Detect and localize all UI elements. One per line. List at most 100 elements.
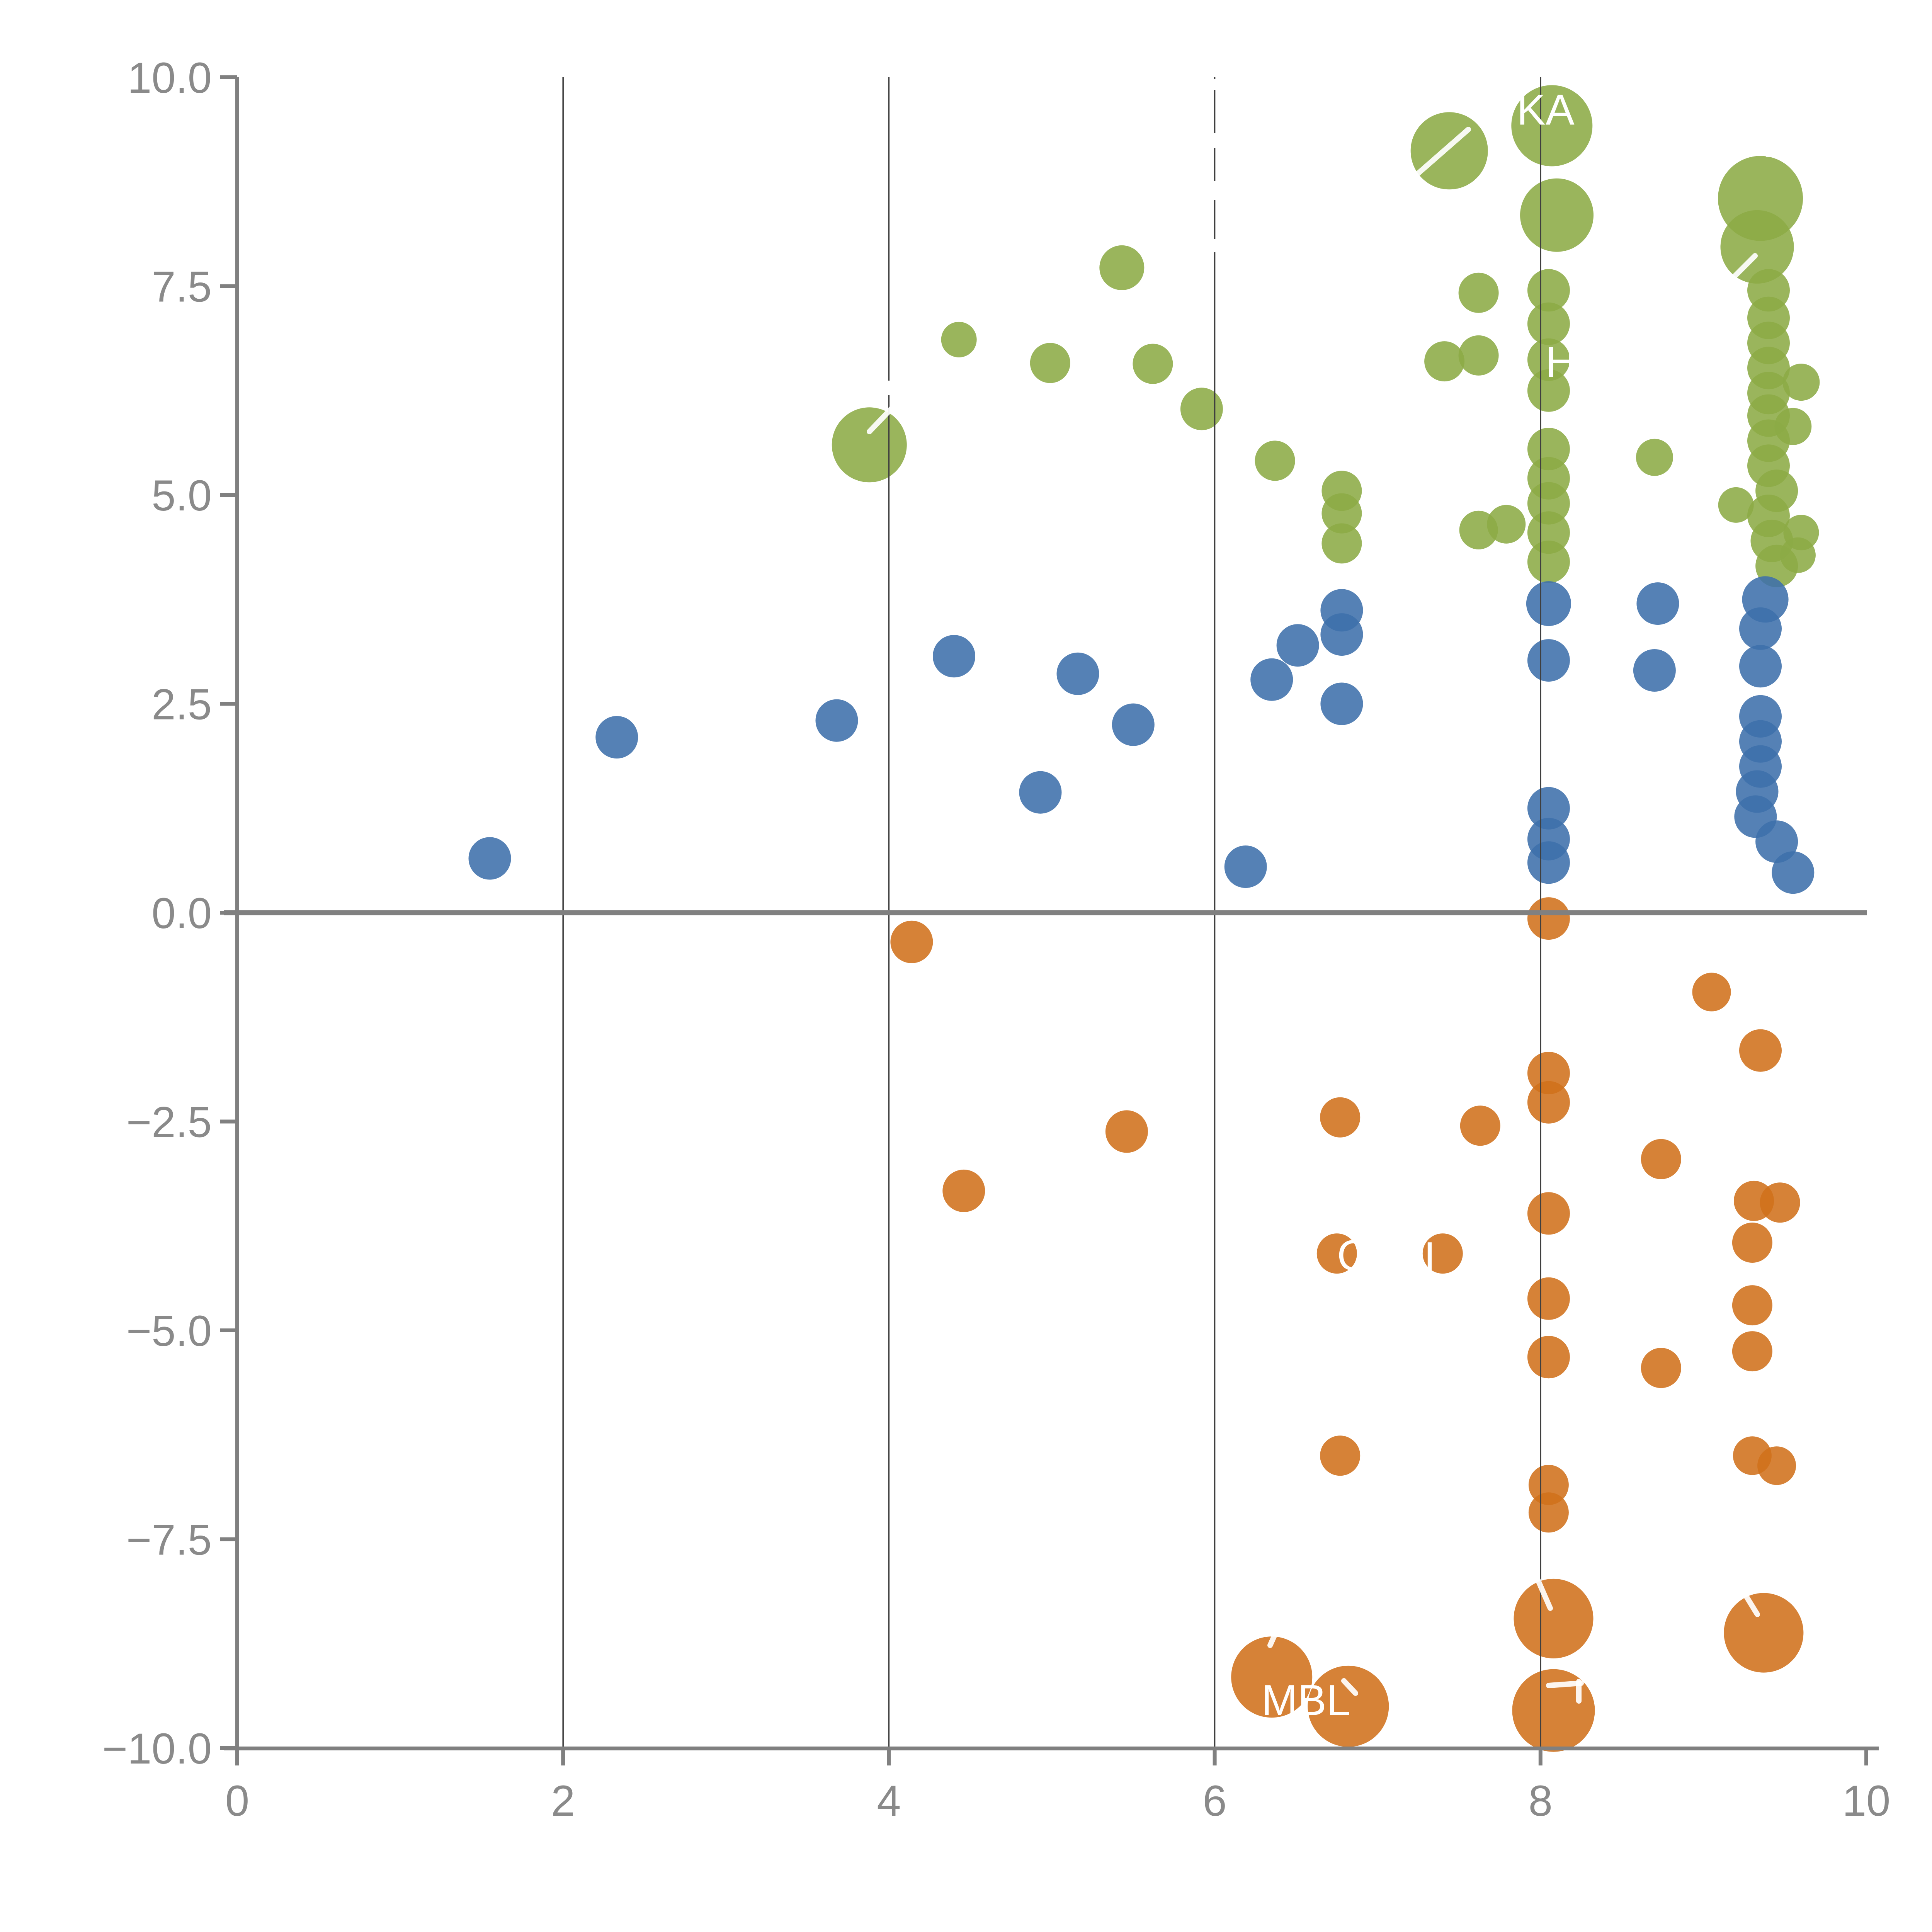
x-tick-label: 2 xyxy=(551,1777,575,1825)
scatter-point-orange xyxy=(1422,1233,1463,1274)
y-tick-label: 5.0 xyxy=(151,471,212,520)
scatter-point-blue xyxy=(1320,682,1363,725)
scatter-point-orange xyxy=(1692,973,1731,1012)
bubble-label-mbl: MBL xyxy=(1262,1676,1350,1724)
scatter-point-orange xyxy=(1316,1233,1357,1274)
scatter-point-orange xyxy=(1732,1331,1772,1372)
scatter-point-green xyxy=(1527,338,1570,381)
scatter-point-blue xyxy=(1739,645,1782,688)
label-leader-line xyxy=(1734,1578,1760,1617)
label-leader-line xyxy=(1267,1612,1286,1648)
y-tick-label: −10.0 xyxy=(102,1725,212,1773)
scatter-point-blue xyxy=(1276,624,1319,667)
scatter-point-orange xyxy=(1527,1081,1570,1124)
scatter-point-orange xyxy=(1512,1669,1595,1752)
label-leader-line xyxy=(1404,127,1471,186)
scatter-point-green xyxy=(1321,523,1362,564)
scatter-point-orange xyxy=(890,920,933,963)
bubble-layer xyxy=(468,85,1820,1752)
scatter-point-green xyxy=(1511,85,1593,167)
scatter-point-green xyxy=(1180,388,1223,430)
x-tick-label: 4 xyxy=(877,1777,901,1825)
scatter-point-orange xyxy=(1308,1665,1389,1747)
bubble-label-i: I xyxy=(1423,1233,1435,1281)
label-leader-line xyxy=(867,403,897,434)
scatter-point-orange xyxy=(1760,1182,1800,1223)
label-leader-line xyxy=(1721,253,1758,289)
scatter-point-orange xyxy=(1724,1593,1804,1673)
label-leader-line xyxy=(1524,1553,1553,1611)
scatter-point-blue xyxy=(595,716,638,759)
scatter-point-green xyxy=(1636,439,1673,476)
scatter-point-orange xyxy=(1460,1105,1500,1146)
scatter-point-green xyxy=(1410,112,1488,190)
scatter-point-green xyxy=(1321,493,1362,534)
scatter-point-green xyxy=(1520,178,1594,252)
scatter-point-green xyxy=(1458,272,1499,313)
bubble-label-h: H xyxy=(1546,338,1577,386)
label-leader-line xyxy=(1341,1678,1358,1696)
y-tick-label: −5.0 xyxy=(126,1307,212,1355)
tick-layer: 0 2 4 6 8 10 10.0 7.5 5.0 2.5 0.0 −2.5 −5.0 −7.5 −10.0 xyxy=(102,54,1891,1825)
bubble-label-o: O xyxy=(1337,1231,1371,1279)
scatter-point-green xyxy=(1527,302,1570,345)
scatter-point-blue xyxy=(933,635,975,678)
y-tick-label: 0.0 xyxy=(151,889,212,937)
scatter-point-green xyxy=(1527,269,1570,312)
scatter-point-blue xyxy=(1526,581,1571,626)
y-tick-label: 2.5 xyxy=(151,680,212,729)
label-leader-line xyxy=(1765,112,1787,157)
scatter-point-orange xyxy=(1527,897,1570,940)
bubble-label-ka: KA xyxy=(1517,85,1575,134)
scatter-point-blue xyxy=(1250,658,1293,701)
scatter-point-blue xyxy=(1320,613,1363,656)
scatter-point-orange xyxy=(1528,1465,1569,1505)
y-tick-label: −7.5 xyxy=(126,1516,212,1564)
scatter-point-green xyxy=(1133,344,1173,384)
scatter-point-blue xyxy=(1772,851,1815,894)
scatter-point-orange xyxy=(1641,1139,1681,1179)
scatter-point-green xyxy=(1458,335,1499,376)
scatter-point-orange xyxy=(1320,1435,1361,1476)
gridline-gap xyxy=(1209,133,1220,148)
scatter-point-green xyxy=(1527,482,1570,525)
scatter-point-orange xyxy=(1732,1285,1772,1326)
scatter-point-orange xyxy=(1527,1277,1570,1320)
x-tick-label: 10 xyxy=(1842,1777,1891,1825)
scatter-point-blue xyxy=(468,837,511,880)
scatter-point-green xyxy=(1527,541,1570,583)
scatter-point-orange xyxy=(1105,1110,1148,1153)
scatter-point-green xyxy=(1527,369,1570,412)
scatter-point-orange xyxy=(1527,1192,1570,1235)
gridline-gap xyxy=(1209,239,1220,252)
scatter-point-blue xyxy=(1019,771,1062,814)
y-tick-label: −2.5 xyxy=(126,1098,212,1146)
scatter-point-orange xyxy=(1527,1052,1570,1095)
scatter-point-orange xyxy=(1528,1492,1569,1533)
scatter-point-green xyxy=(1720,210,1794,284)
gridline-gap xyxy=(883,381,895,395)
scatter-point-green xyxy=(1527,511,1570,554)
scatter-point-blue xyxy=(1636,582,1679,625)
scatter-point-green xyxy=(1255,440,1295,481)
scatter-point-blue xyxy=(1633,649,1676,692)
scatter-point-orange xyxy=(1732,1223,1772,1263)
scatter-point-orange xyxy=(1527,1336,1570,1379)
label-leader-line xyxy=(1546,1680,1584,1688)
scatter-point-green xyxy=(941,321,977,357)
scatter-point-green xyxy=(1487,505,1526,544)
scatter-point-green xyxy=(1527,428,1570,471)
scatter-point-orange xyxy=(942,1169,985,1212)
scatter-point-orange xyxy=(1739,1029,1782,1072)
scatter-point-green xyxy=(1780,537,1816,573)
scatter-point-blue xyxy=(815,699,858,742)
scatter-point-green xyxy=(1718,487,1754,523)
y-tick-label: 10.0 xyxy=(128,54,212,102)
scatter-point-orange xyxy=(1641,1348,1681,1388)
scatter-point-orange xyxy=(1320,1097,1361,1138)
scatter-point-green xyxy=(1424,341,1465,382)
x-tick-label: 6 xyxy=(1202,1777,1226,1825)
scatter-point-green xyxy=(1030,343,1070,383)
x-tick-label: 8 xyxy=(1529,1777,1553,1825)
